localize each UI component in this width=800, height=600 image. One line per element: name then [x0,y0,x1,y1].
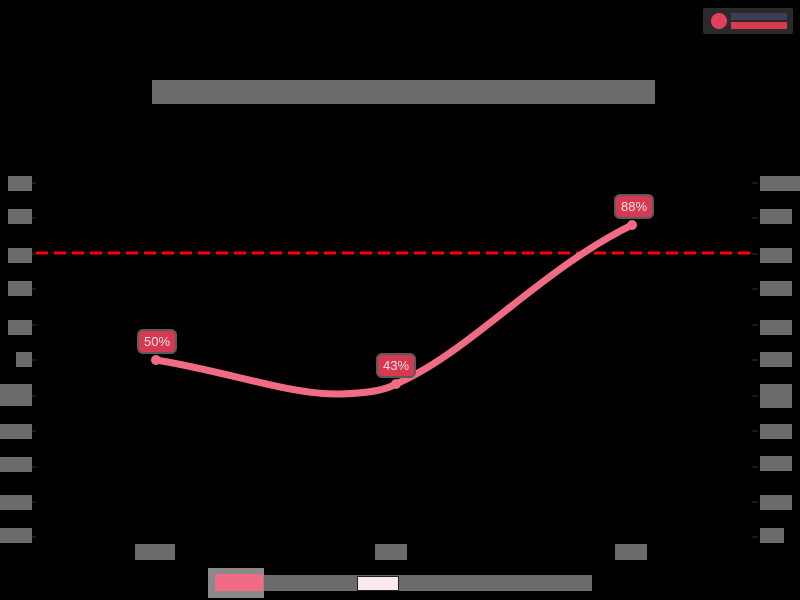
left-axis-label [8,176,32,191]
logo-icon [711,13,727,29]
right-axis-label [760,384,792,408]
logo-text-top [731,13,787,20]
brand-logo [703,8,793,34]
legend-labels [264,575,592,591]
left-axis-label [0,495,32,510]
left-axis-label [8,281,32,296]
legend-swatch-series-1[interactable] [208,568,264,598]
series-line [152,221,636,398]
data-label-badge: 50% [139,331,176,352]
right-axis-label [760,528,784,543]
x-axis-label [615,544,647,560]
right-axis-label [760,352,792,367]
data-point [627,220,637,230]
right-axis-label [760,320,792,335]
right-axis-label [760,209,792,224]
right-axis-label [760,281,792,296]
left-axis-label [0,424,32,439]
data-point [151,355,161,365]
right-axis-label [760,248,792,263]
right-axis-label [760,456,792,471]
left-axis-label [8,248,32,263]
chart-title [152,80,655,104]
data-label-badge: 88% [616,196,653,217]
right-axis-ticks [752,182,758,538]
legend-swatch-series-2[interactable] [357,576,399,591]
left-axis-label [8,209,32,224]
left-axis-label [0,457,32,472]
left-axis-label [0,528,32,543]
left-axis-label [16,352,32,367]
logo-text-bottom [731,22,787,29]
data-label-badge: 43% [378,355,415,376]
left-axis-label [8,320,32,335]
right-axis-label [760,424,792,439]
right-axis-label [760,495,792,510]
data-point [391,379,401,389]
left-axis-label [0,384,32,406]
right-axis-label [760,176,800,191]
x-axis-label [375,544,407,560]
x-axis-label [135,544,175,560]
